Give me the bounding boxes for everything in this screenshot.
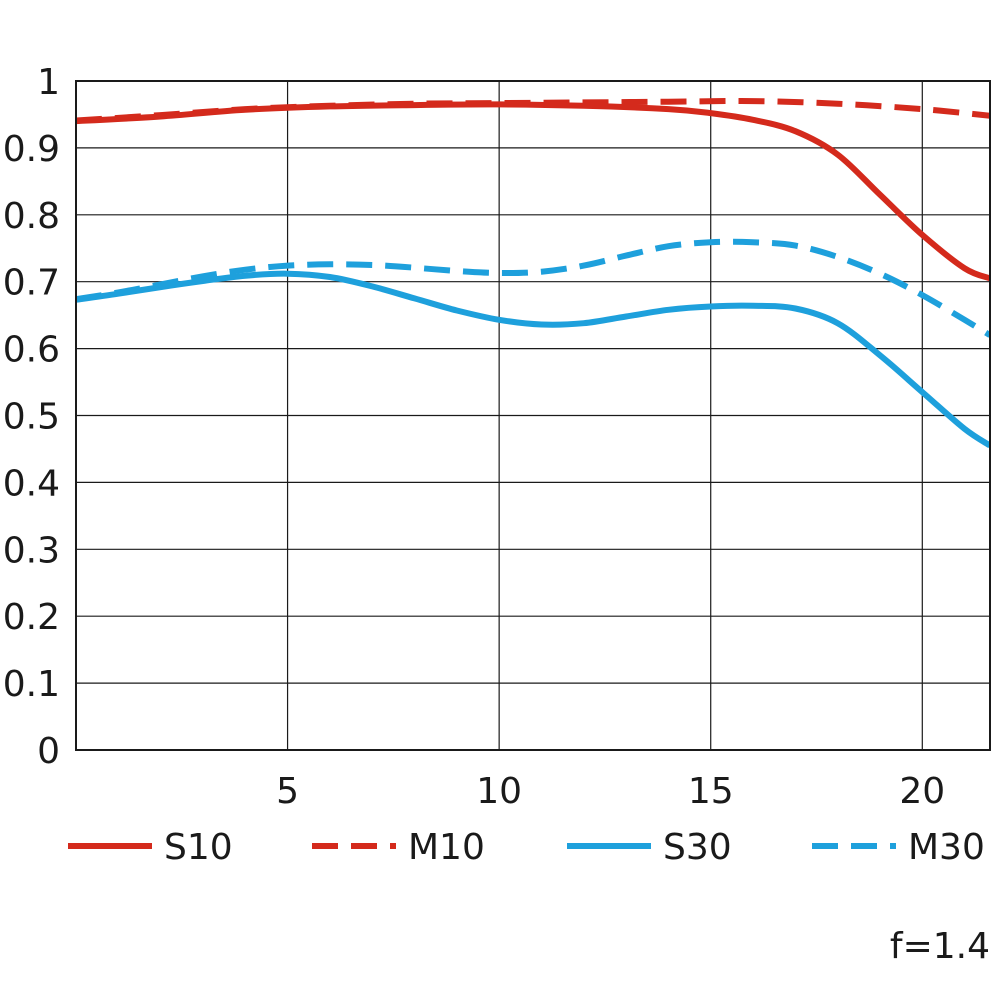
y-tick-label: 0.6 (3, 330, 60, 371)
series-line-m10 (76, 97, 990, 124)
legend-label-m30: M30 (908, 827, 985, 868)
legend-label-s30: S30 (663, 827, 732, 868)
grid (76, 80, 990, 751)
y-tick-label: 0 (37, 731, 60, 772)
plot-series (76, 97, 990, 449)
y-tick-label: 0.7 (3, 263, 60, 304)
y-tick-label: 0.5 (3, 397, 60, 438)
legend-label-s10: S10 (164, 827, 233, 868)
y-tick-label: 0.9 (3, 129, 60, 170)
x-tick-label: 10 (476, 771, 522, 812)
y-tick-label: 0.3 (3, 530, 60, 571)
legend-label-m10: M10 (408, 827, 485, 868)
x-axis-tick-labels: 5 10 15 20 (276, 771, 945, 812)
series-line-s30 (76, 270, 990, 449)
y-axis-tick-labels: 0 0.1 0.2 0.3 0.4 0.5 0.6 0.7 0.8 0.9 1 (3, 62, 60, 772)
y-tick-label: 0.1 (3, 664, 60, 705)
aperture-annotation: f=1.4 (890, 926, 990, 967)
legend: S10 M10 S30 M30 (68, 827, 985, 868)
y-tick-label: 0.2 (3, 597, 60, 638)
y-tick-label: 0.4 (3, 463, 60, 504)
series-line-s10 (76, 101, 990, 282)
plot-frame (75, 80, 991, 751)
y-tick-label: 1 (37, 62, 60, 103)
y-tick-label: 0.8 (3, 196, 60, 237)
x-tick-label: 20 (899, 771, 945, 812)
series-line-m30 (76, 238, 990, 338)
x-tick-label: 5 (276, 771, 299, 812)
x-tick-label: 15 (688, 771, 734, 812)
